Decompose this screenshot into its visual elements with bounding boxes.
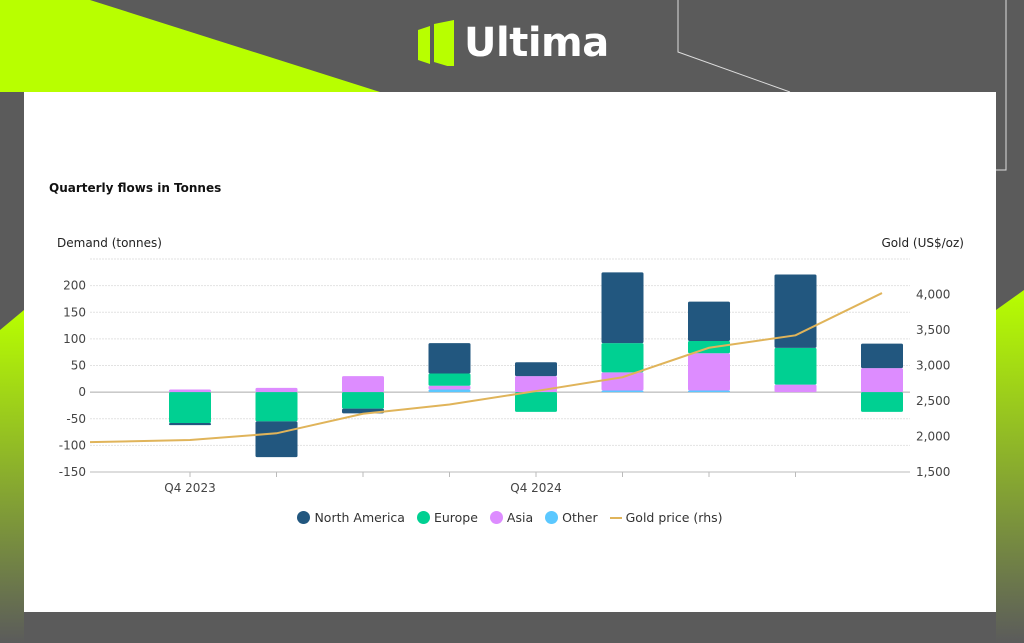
left-tick-label: 150 (63, 305, 86, 319)
bar-europe (428, 373, 471, 386)
legend-item[interactable]: Gold price (rhs) (609, 510, 723, 525)
legend-swatch-icon (416, 511, 430, 524)
right-tick-label: 2,000 (916, 430, 950, 444)
bar-other (688, 390, 730, 393)
bar-north-america (428, 343, 471, 374)
x-tick-label: Q4 2024 (510, 481, 561, 495)
left-tick-label: -100 (59, 438, 86, 452)
bar-asia (169, 389, 211, 393)
bar-asia (774, 384, 817, 393)
bar-europe (342, 392, 384, 409)
legend-line-icon (609, 516, 622, 519)
legend-label: North America (314, 510, 405, 525)
legend-swatch-icon (545, 511, 559, 524)
left-tick-label: 200 (63, 279, 86, 293)
right-axis-label: Gold (US$/oz) (881, 236, 965, 250)
bar-north-america (601, 272, 644, 344)
left-tick-label: 0 (78, 385, 86, 399)
bar-asia (342, 376, 384, 393)
right-tick-label: 2,500 (916, 394, 950, 408)
bar-asia (601, 372, 644, 391)
bar-asia (861, 368, 903, 393)
gold-price-line (89, 292, 883, 444)
right-tick-label: 1,500 (916, 465, 950, 479)
logo-mark-icon (418, 20, 454, 66)
bar-europe (255, 392, 298, 422)
legend-item[interactable]: North America (297, 510, 405, 525)
legend: North America Europe Asia Other Gold price (… (24, 510, 996, 525)
bar-north-america (255, 421, 298, 458)
bar-asia (255, 387, 298, 393)
legend-swatch-icon (297, 511, 311, 524)
bar-europe (169, 392, 211, 424)
bar-north-america (515, 362, 557, 377)
left-axis-label: Demand (tonnes) (57, 236, 162, 250)
bar-north-america (688, 301, 730, 342)
bar-europe (774, 347, 817, 385)
bar-other (601, 390, 644, 393)
bar-north-america (169, 423, 211, 426)
legend-label: Other (562, 510, 598, 525)
chart-plot: 200 150 100 50 0 -50 -100 -150 4,000 3,500 3,000 2,… (59, 258, 950, 495)
bar-other (428, 389, 471, 393)
legend-label: Gold price (rhs) (625, 510, 723, 525)
chart-card: Quarterly flows in Tonnes Demand (tonnes… (24, 92, 996, 612)
left-tick-label: 50 (71, 359, 86, 373)
left-tick-label: 100 (63, 332, 86, 346)
legend-item[interactable]: Europe (416, 510, 478, 525)
bar-north-america (861, 343, 903, 369)
legend-item[interactable]: Asia (489, 510, 534, 525)
right-tick-label: 3,000 (916, 359, 950, 373)
bar-europe (601, 343, 644, 373)
ultima-logo: Ultima (418, 20, 609, 66)
bar-europe (861, 392, 903, 412)
right-tick-label: 3,500 (916, 323, 950, 337)
bar-europe (515, 392, 557, 412)
x-tick-label: Q4 2023 (164, 481, 215, 495)
left-tick-label: -150 (59, 465, 86, 479)
bar-asia (428, 385, 471, 390)
chart-title: Quarterly flows in Tonnes (49, 181, 222, 195)
legend-label: Europe (433, 510, 478, 525)
legend-swatch-icon (489, 511, 503, 524)
legend-label: Asia (506, 510, 534, 525)
logo-text: Ultima (464, 20, 609, 66)
right-tick-label: 4,000 (916, 288, 950, 302)
bar-asia (515, 376, 557, 393)
bar-asia (688, 353, 730, 391)
legend-item[interactable]: Other (545, 510, 598, 525)
left-tick-label: -50 (66, 412, 86, 426)
